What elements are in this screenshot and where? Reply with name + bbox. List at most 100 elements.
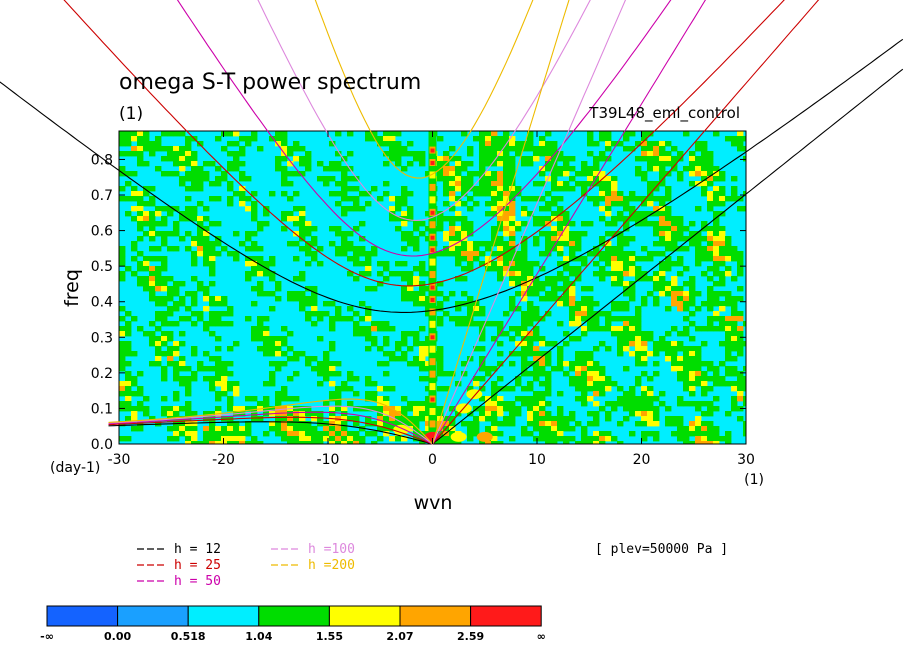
- field-cell: [707, 266, 714, 272]
- field-cell: [557, 171, 564, 177]
- field-cell: [509, 201, 516, 207]
- field-cell: [239, 436, 246, 442]
- field-cell: [509, 436, 516, 442]
- field-cell: [341, 211, 348, 217]
- field-cell: [581, 191, 588, 197]
- field-cell: [557, 416, 564, 422]
- field-cell: [641, 271, 648, 277]
- field-cell: [515, 221, 522, 227]
- field-cell: [623, 291, 630, 297]
- field-cell: [143, 131, 150, 137]
- field-cell: [701, 186, 708, 192]
- field-cell: [155, 211, 162, 217]
- field-cell: [695, 361, 702, 367]
- field-cell: [491, 231, 498, 237]
- field-cell: [125, 326, 132, 332]
- field-cell: [509, 146, 516, 152]
- field-cell: [149, 226, 156, 232]
- field-cell: [695, 326, 702, 332]
- field-cell: [479, 366, 486, 372]
- field-cell: [383, 421, 390, 427]
- field-cell: [677, 396, 684, 402]
- zero-wavenumber-blob: [429, 308, 436, 316]
- field-cell: [719, 436, 726, 442]
- field-cell: [527, 431, 534, 437]
- field-cell: [599, 386, 606, 392]
- field-cell: [623, 286, 630, 292]
- field-cell: [329, 406, 336, 412]
- field-cell: [437, 441, 444, 444]
- field-cell: [671, 301, 678, 307]
- field-cell: [443, 166, 450, 172]
- field-cell: [389, 411, 396, 417]
- field-cell: [731, 356, 738, 362]
- field-cell: [599, 276, 606, 282]
- field-cell: [617, 236, 624, 242]
- field-cell: [191, 321, 198, 327]
- field-cell: [209, 436, 216, 442]
- field-cell: [653, 341, 660, 347]
- field-cell: [485, 321, 492, 327]
- field-cell: [605, 221, 612, 227]
- field-cell: [227, 346, 234, 352]
- field-cell: [143, 136, 150, 142]
- field-cell: [485, 426, 492, 432]
- field-cell: [173, 281, 180, 287]
- field-cell: [407, 206, 414, 212]
- field-cell: [671, 246, 678, 252]
- field-cell: [539, 206, 546, 212]
- field-cell: [413, 156, 420, 162]
- field-cell: [683, 301, 690, 307]
- field-cell: [179, 406, 186, 412]
- field-cell: [419, 266, 426, 272]
- field-cell: [299, 211, 306, 217]
- field-cell: [161, 376, 168, 382]
- curve-gravity-12: [0, 38, 904, 313]
- field-cell: [473, 311, 480, 317]
- field-cell: [611, 256, 618, 262]
- field-cell: [365, 346, 372, 352]
- field-cell: [539, 141, 546, 147]
- field-cell: [521, 311, 528, 317]
- field-cell: [551, 291, 558, 297]
- field-cell: [161, 341, 168, 347]
- field-cell: [623, 326, 630, 332]
- field-cell: [281, 341, 288, 347]
- field-cell: [617, 196, 624, 202]
- field-cell: [413, 416, 420, 422]
- field-cell: [197, 311, 204, 317]
- field-cell: [275, 141, 282, 147]
- field-cell: [527, 211, 534, 217]
- field-cell: [629, 146, 636, 152]
- field-cell: [281, 336, 288, 342]
- field-cell: [665, 346, 672, 352]
- field-cell: [683, 291, 690, 297]
- field-cell: [371, 131, 378, 137]
- field-cell: [371, 421, 378, 427]
- field-cell: [191, 421, 198, 427]
- field-cell: [593, 166, 600, 172]
- field-cell: [437, 161, 444, 167]
- field-cell: [215, 251, 222, 257]
- field-cell: [203, 351, 210, 357]
- field-cell: [617, 141, 624, 147]
- field-cell: [689, 221, 696, 227]
- field-cell: [149, 146, 156, 152]
- field-cell: [689, 151, 696, 157]
- field-cell: [449, 186, 456, 192]
- field-cell: [575, 316, 582, 322]
- field-cell: [215, 381, 222, 387]
- field-cell: [449, 171, 456, 177]
- field-cell: [575, 441, 582, 444]
- field-cell: [347, 316, 354, 322]
- field-cell: [557, 236, 564, 242]
- field-cell: [623, 196, 630, 202]
- field-cell: [377, 141, 384, 147]
- field-cell: [731, 386, 738, 392]
- field-cell: [293, 406, 300, 412]
- field-cell: [353, 196, 360, 202]
- field-cell: [239, 201, 246, 207]
- field-cell: [275, 421, 282, 427]
- field-cell: [719, 251, 726, 257]
